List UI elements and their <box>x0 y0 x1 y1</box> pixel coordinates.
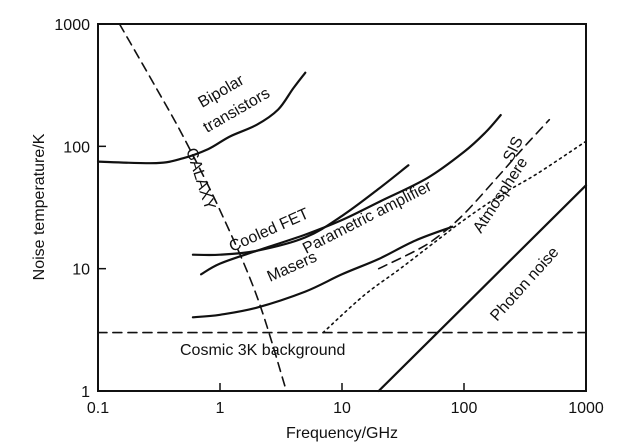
series-bipolar-line <box>96 71 307 165</box>
label-parametric-amplifier: Parametric amplifier <box>300 178 435 258</box>
label-cosmic-background: Cosmic 3K background <box>180 342 345 359</box>
series-cooledfet-line <box>191 164 410 257</box>
label-galaxy: GALAXY <box>182 146 218 212</box>
x-axis-ticks: 0.1 1 10 100 1000 <box>87 383 604 417</box>
x-tick-label: 1 <box>216 400 225 417</box>
series-paramp-line <box>200 114 502 276</box>
x-tick-label: 100 <box>451 400 478 417</box>
series-masers-line <box>191 225 454 319</box>
x-tick-label: 10 <box>333 400 351 417</box>
x-tick-label: 0.1 <box>87 400 109 417</box>
plot-frame <box>97 23 587 392</box>
x-tick-label: 1000 <box>568 400 604 417</box>
series-galaxy-line <box>118 23 288 392</box>
y-tick-label: 1 <box>81 384 90 401</box>
label-masers: Masers <box>265 249 320 286</box>
series-photon-line <box>377 184 588 393</box>
series-sis-line <box>377 118 551 270</box>
y-tick-label: 1000 <box>54 17 90 34</box>
series-atmosphere-line <box>322 140 587 334</box>
y-tick-label: 100 <box>63 139 90 156</box>
curves <box>96 23 588 393</box>
y-tick-label: 10 <box>72 262 90 279</box>
y-axis-label: Noise temperature/K <box>31 133 48 280</box>
label-photon-noise: Photon noise <box>487 244 562 325</box>
x-axis-label: Frequency/GHz <box>286 425 398 442</box>
label-atmosphere: Atmosphere <box>470 154 531 236</box>
y-axis-ticks: 1 10 100 1000 <box>54 17 106 401</box>
